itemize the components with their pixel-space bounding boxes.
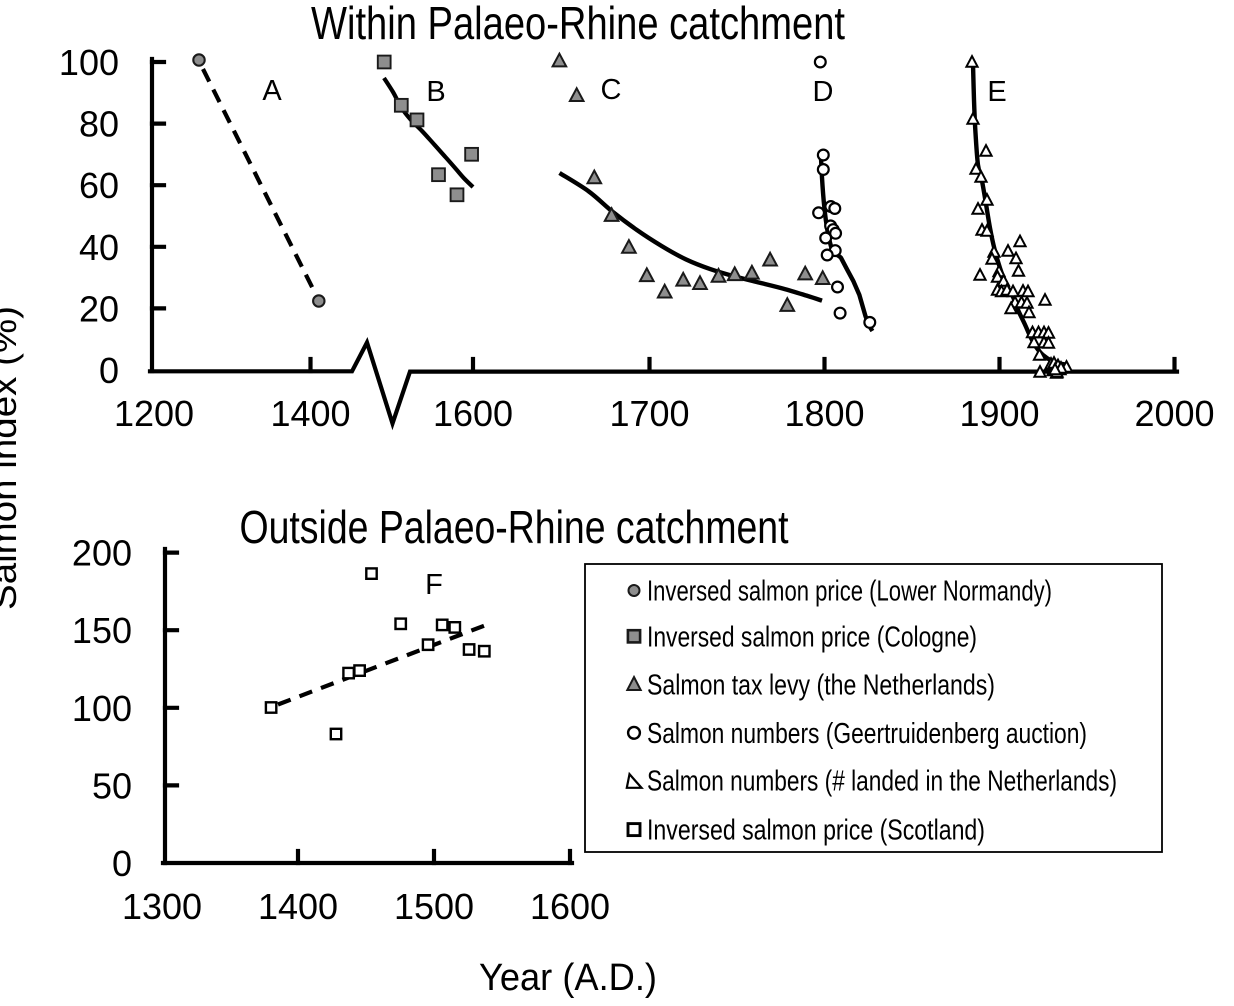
svg-text:50: 50	[92, 765, 132, 806]
svg-text:D: D	[813, 76, 834, 108]
svg-text:100: 100	[72, 688, 132, 729]
svg-text:1500: 1500	[394, 886, 474, 927]
svg-text:1300: 1300	[122, 886, 202, 927]
svg-text:Within Palaeo-Rhine catchment: Within Palaeo-Rhine catchment	[311, 0, 845, 49]
svg-text:A: A	[262, 75, 282, 107]
svg-text:Salmon tax levy (the Netherlan: Salmon tax levy (the Netherlands)	[647, 669, 995, 701]
svg-text:0: 0	[112, 843, 132, 884]
svg-text:1700: 1700	[609, 393, 689, 434]
svg-text:B: B	[426, 76, 445, 108]
svg-text:Inversed salmon price (Scotlan: Inversed salmon price (Scotland)	[647, 815, 985, 847]
svg-text:1400: 1400	[258, 886, 338, 927]
svg-text:E: E	[987, 76, 1006, 108]
svg-text:100: 100	[59, 42, 119, 83]
svg-text:200: 200	[72, 533, 132, 574]
svg-text:1600: 1600	[433, 393, 513, 434]
svg-text:1400: 1400	[270, 393, 350, 434]
svg-text:1600: 1600	[530, 886, 610, 927]
svg-text:1900: 1900	[959, 393, 1039, 434]
svg-text:1800: 1800	[784, 393, 864, 434]
svg-text:1200: 1200	[114, 393, 194, 434]
svg-text:40: 40	[79, 227, 119, 268]
svg-text:20: 20	[79, 288, 119, 329]
svg-text:60: 60	[79, 165, 119, 206]
svg-text:Salmon numbers (Geertruidenber: Salmon numbers (Geertruidenberg auction)	[647, 718, 1087, 750]
svg-text:Inversed salmon price (Lower N: Inversed salmon price (Lower Normandy)	[647, 576, 1052, 608]
svg-text:2000: 2000	[1134, 393, 1214, 434]
svg-text:C: C	[601, 74, 622, 106]
svg-text:0: 0	[99, 350, 119, 391]
svg-text:Salmon index (%): Salmon index (%)	[0, 306, 24, 610]
svg-text:Year (A.D.): Year (A.D.)	[479, 957, 657, 999]
svg-text:150: 150	[72, 610, 132, 651]
svg-text:Inversed salmon price (Cologne: Inversed salmon price (Cologne)	[647, 621, 977, 653]
svg-text:80: 80	[79, 104, 119, 145]
svg-text:F: F	[425, 569, 443, 601]
svg-text:Salmon numbers (# landed in th: Salmon numbers (# landed in the Netherla…	[647, 765, 1117, 797]
svg-text:Outside Palaeo-Rhine catchment: Outside Palaeo-Rhine catchment	[240, 501, 789, 553]
